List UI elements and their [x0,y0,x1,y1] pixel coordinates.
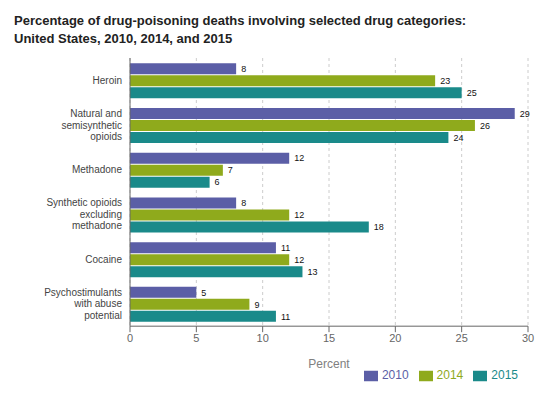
svg-text:Methadone: Methadone [72,164,122,175]
svg-text:15: 15 [323,332,335,344]
svg-text:24: 24 [453,133,463,143]
svg-text:26: 26 [480,121,490,131]
svg-text:5: 5 [193,332,199,344]
svg-text:6: 6 [215,177,220,187]
svg-text:8: 8 [241,64,246,74]
svg-text:13: 13 [307,267,317,277]
svg-text:Synthetic opioidsexcludingmeth: Synthetic opioidsexcludingmethadone [46,197,122,231]
svg-text:Percent: Percent [308,357,350,371]
svg-text:0: 0 [127,332,133,344]
svg-text:29: 29 [520,109,530,119]
html-text:2015: 2015 [491,368,518,383]
svg-text:12: 12 [294,153,304,163]
svg-text:10: 10 [257,332,269,344]
svg-text:5: 5 [201,288,206,298]
html-text:Percentage of drug-poisoning d: Percentage of drug-poisoning deaths invo… [14,13,467,28]
svg-text:7: 7 [228,165,233,175]
svg-text:30: 30 [522,332,534,344]
svg-text:18: 18 [374,222,384,232]
svg-text:Heroin: Heroin [93,75,122,86]
svg-text:Psychostimulantswith abusepote: Psychostimulantswith abusepotential [44,287,122,321]
svg-text:9: 9 [254,300,259,310]
svg-text:12: 12 [294,255,304,265]
svg-text:Natural andsemisyntheticopioid: Natural andsemisyntheticopioids [61,108,122,142]
svg-text:20: 20 [389,332,401,344]
svg-text:11: 11 [281,312,290,322]
svg-text:11: 11 [281,243,290,253]
svg-text:25: 25 [456,332,468,344]
svg-text:25: 25 [467,88,477,98]
html-text:United States, 2010, 2014, and: United States, 2010, 2014, and 2015 [14,31,233,46]
svg-text:8: 8 [241,198,246,208]
svg-text:23: 23 [440,76,450,86]
svg-text:Cocaine: Cocaine [85,254,122,265]
svg-text:12: 12 [294,210,304,220]
html-text:2010: 2010 [381,368,409,383]
html-text:2014: 2014 [436,368,464,383]
